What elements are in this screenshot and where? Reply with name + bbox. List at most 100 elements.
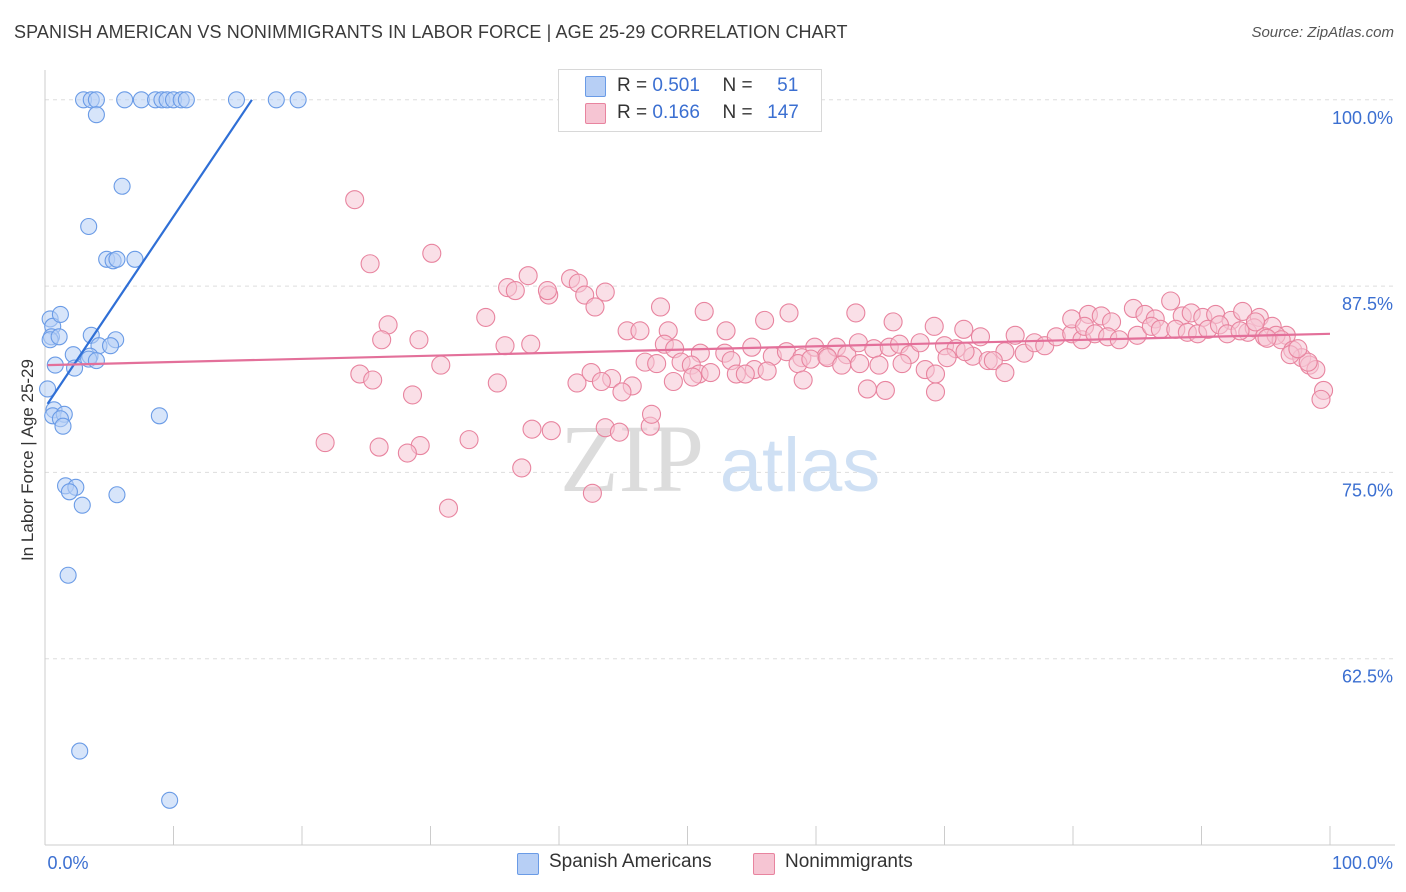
point-nonimmigrant bbox=[641, 404, 662, 424]
point-nonimmigrant bbox=[459, 430, 479, 450]
bottom-legend-label-spanish: Spanish Americans bbox=[549, 851, 712, 872]
point-nonimmigrant bbox=[924, 316, 944, 336]
point-nonimmigrant bbox=[1311, 389, 1331, 409]
point-nonimmigrant bbox=[892, 354, 912, 374]
bottom-legend-label-nonimmigrants: Nonimmigrants bbox=[785, 851, 913, 872]
y-tick-label: 62.5% bbox=[1342, 667, 1393, 687]
legend-r-value-nonimmigrants: 0.166 bbox=[652, 102, 700, 123]
point-spanish-american bbox=[39, 380, 57, 398]
point-spanish-american bbox=[177, 91, 195, 109]
point-spanish-american bbox=[54, 417, 72, 435]
point-spanish-american bbox=[108, 486, 126, 504]
point-nonimmigrant bbox=[402, 385, 423, 405]
point-nonimmigrant bbox=[1245, 312, 1266, 332]
point-nonimmigrant bbox=[487, 373, 507, 393]
point-nonimmigrant bbox=[875, 380, 895, 400]
point-nonimmigrant bbox=[612, 382, 632, 402]
point-nonimmigrant bbox=[521, 334, 541, 354]
point-nonimmigrant bbox=[1257, 328, 1277, 348]
point-nonimmigrant bbox=[683, 367, 703, 387]
point-spanish-american bbox=[126, 250, 144, 268]
point-nonimmigrant bbox=[537, 281, 557, 301]
point-nonimmigrant bbox=[663, 371, 683, 392]
legend-swatch-spanish bbox=[585, 76, 606, 97]
point-nonimmigrant bbox=[1046, 327, 1066, 347]
point-nonimmigrant bbox=[1298, 352, 1318, 372]
point-nonimmigrant bbox=[779, 303, 799, 323]
y-tick-label: 75.0% bbox=[1342, 480, 1393, 500]
point-spanish-american bbox=[71, 742, 89, 760]
point-nonimmigrant bbox=[955, 342, 975, 362]
point-nonimmigrant bbox=[995, 362, 1015, 383]
x-tick-label: 100.0% bbox=[1332, 853, 1393, 873]
source-label: Source: ZipAtlas.com bbox=[1251, 24, 1394, 41]
point-nonimmigrant bbox=[431, 355, 451, 375]
point-nonimmigrant bbox=[701, 362, 721, 383]
point-nonimmigrant bbox=[345, 190, 365, 210]
point-spanish-american bbox=[87, 352, 105, 370]
point-spanish-american bbox=[59, 566, 77, 584]
point-nonimmigrant bbox=[372, 330, 392, 350]
point-nonimmigrant bbox=[793, 370, 813, 390]
point-nonimmigrant bbox=[954, 319, 974, 339]
y-axis-label: In Labor Force | Age 25-29 bbox=[18, 359, 37, 561]
watermark: ZIP atlas bbox=[560, 405, 880, 512]
point-nonimmigrant bbox=[495, 336, 515, 356]
point-nonimmigrant bbox=[360, 254, 380, 274]
point-spanish-american bbox=[267, 91, 285, 109]
point-spanish-american bbox=[116, 91, 134, 109]
point-nonimmigrant bbox=[595, 282, 615, 302]
point-nonimmigrant bbox=[716, 321, 736, 341]
watermark-atlas: atlas bbox=[720, 423, 881, 508]
point-spanish-american bbox=[50, 328, 68, 346]
chart-title: SPANISH AMERICAN VS NONIMMIGRANTS IN LAB… bbox=[14, 22, 848, 42]
point-nonimmigrant bbox=[585, 297, 605, 317]
point-spanish-american bbox=[80, 217, 98, 236]
point-nonimmigrant bbox=[983, 351, 1003, 371]
legend-r-value-spanish: 0.501 bbox=[652, 75, 700, 96]
point-spanish-american bbox=[150, 407, 168, 425]
point-nonimmigrant bbox=[630, 321, 650, 341]
point-nonimmigrant bbox=[512, 458, 532, 478]
point-spanish-american bbox=[161, 791, 179, 809]
trend-line-spanish bbox=[46, 99, 253, 405]
point-nonimmigrant bbox=[422, 243, 442, 263]
point-spanish-american bbox=[73, 496, 91, 514]
point-spanish-american bbox=[227, 91, 246, 109]
point-nonimmigrant bbox=[857, 379, 877, 399]
point-nonimmigrant bbox=[582, 483, 602, 503]
legend-n-label: N = bbox=[722, 75, 753, 96]
point-nonimmigrant bbox=[369, 437, 389, 457]
point-nonimmigrant bbox=[1005, 325, 1025, 345]
legend-r-label: R = bbox=[617, 75, 648, 96]
point-nonimmigrant bbox=[755, 310, 775, 330]
point-nonimmigrant bbox=[832, 355, 852, 375]
point-nonimmigrant bbox=[850, 354, 870, 374]
bottom-legend-swatch-spanish bbox=[517, 853, 539, 875]
point-nonimmigrant bbox=[363, 370, 383, 390]
tick-labels: 62.5% 75.0% 87.5% 100.0% 0.0% 100.0% bbox=[47, 108, 1393, 873]
legend-n-value-nonimmigrants: 147 bbox=[767, 102, 799, 123]
gridlines bbox=[45, 99, 1395, 660]
axes bbox=[44, 70, 1395, 846]
point-nonimmigrant bbox=[925, 382, 946, 402]
point-nonimmigrant bbox=[650, 297, 671, 317]
legend-r-label: R = bbox=[617, 102, 648, 123]
point-nonimmigrant bbox=[567, 373, 587, 393]
point-nonimmigrant bbox=[925, 364, 946, 384]
legend-n-label: N = bbox=[722, 102, 753, 123]
point-nonimmigrant bbox=[591, 371, 611, 392]
point-nonimmigrant bbox=[1127, 325, 1147, 345]
point-spanish-american bbox=[101, 337, 120, 355]
legend-swatch-nonimmigrants bbox=[585, 103, 606, 124]
trend-line-nonimmigrants bbox=[47, 332, 1331, 367]
point-nonimmigrant bbox=[757, 361, 777, 381]
point-nonimmigrant bbox=[883, 312, 903, 332]
point-nonimmigrant bbox=[518, 266, 538, 286]
y-tick-label: 100.0% bbox=[1332, 108, 1393, 128]
point-nonimmigrant bbox=[609, 422, 629, 442]
y-tick-label: 87.5% bbox=[1342, 294, 1393, 314]
point-nonimmigrant bbox=[694, 301, 714, 321]
point-spanish-american bbox=[87, 91, 105, 109]
